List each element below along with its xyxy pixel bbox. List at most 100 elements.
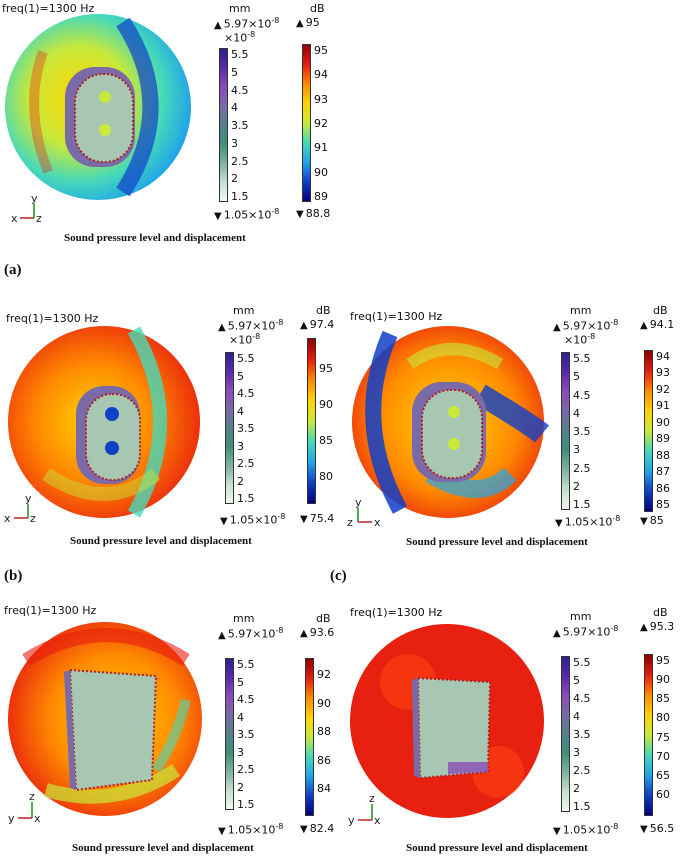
colorbar-tick-label: 2 [237, 474, 244, 488]
colorbar-tick-label: 4 [573, 710, 580, 723]
disp-max: ▲ 5.97×10-8 [553, 318, 619, 333]
colorbar-tick-label: 3 [231, 136, 238, 150]
disp-min: ▼ 1.05×10-8 [555, 514, 621, 529]
colorbar-tick-label: 2.5 [573, 764, 591, 777]
colorbar-tick-label: 5.5 [237, 352, 255, 365]
spl-unit: dB [316, 304, 331, 317]
colorbar-tick-label: 3 [237, 439, 244, 453]
colorbar-tick-label: 5 [231, 65, 238, 79]
colorbar-tick-label: 95 [319, 362, 333, 375]
colorbar-tick-label: 92 [314, 117, 328, 130]
caption: Sound pressure level and displacement [406, 842, 588, 854]
disp-unit: mm [233, 304, 255, 317]
spl-min: ▼ 82.4 [300, 822, 335, 835]
disp-min: ▼ 1.05×10-8 [214, 207, 280, 222]
colorbar-tick-label: 95 [656, 654, 670, 667]
colorbar-tick-label: 91 [656, 399, 670, 413]
disp-max: ▲ 5.97×10-8 [218, 318, 284, 333]
colorbar-tick-label: 3 [573, 443, 580, 457]
spl-min: ▼ 56.5 [640, 822, 675, 835]
colorbar-tick-label: 4 [237, 710, 244, 724]
spl-min: ▼ 85 [640, 514, 664, 527]
colorbar-tick-label: 91 [314, 141, 328, 155]
spl-max: ▲ 95.3 [640, 620, 675, 633]
freq-label: freq(1)=1300 Hz [350, 606, 443, 619]
axis-x: x [4, 512, 11, 525]
panel-label-c: (c) [330, 568, 347, 584]
colorbar-tick-label: 2 [573, 479, 580, 493]
disp-min: ▼ 1.05×10-8 [220, 512, 286, 527]
colorbar-tick-label: 4 [573, 406, 580, 420]
colorbar-tick-label: 4.5 [231, 83, 249, 97]
disk-plot-d [8, 622, 202, 816]
disp-exponent: ×10-8 [564, 332, 596, 347]
spl-colorbar [307, 338, 316, 504]
colorbar-tick-label: 94 [656, 350, 670, 363]
colorbar-tick-label: 4.5 [237, 693, 255, 706]
colorbar-tick-label: 3.5 [231, 119, 249, 132]
colorbar-tick-label: 2.5 [237, 457, 255, 470]
colorbar-tick-label: 2 [573, 782, 580, 795]
colorbar-tick-label: 4 [231, 101, 238, 115]
colorbar-tick-label: 90 [656, 415, 670, 429]
colorbar-tick-label: 5.5 [231, 48, 249, 61]
disp-min: ▼ 1.05×10-8 [218, 822, 284, 837]
axis-y: y [31, 192, 38, 205]
axis-triad-a: y x z [11, 192, 42, 225]
freq-label: freq(1)=1300 Hz [4, 604, 97, 617]
disp-max: ▲ 5.97×10-8 [218, 626, 284, 641]
colorbar-tick-label: 5.5 [237, 658, 255, 671]
colorbar-tick-label: 92 [317, 668, 331, 681]
caption: Sound pressure level and displacement [64, 232, 246, 244]
spl-min: ▼ 75.4 [300, 512, 335, 525]
axis-y: y [348, 814, 355, 827]
colorbar-tick-label: 85 [656, 498, 670, 511]
colorbar-tick-label: 1.5 [573, 800, 591, 813]
colorbar-tick-label: 86 [656, 481, 670, 495]
freq-label: freq(1)=1300 Hz [6, 312, 99, 325]
colorbar-tick-label: 87 [656, 465, 670, 479]
disk-plot-c [352, 326, 550, 518]
spl-unit: dB [310, 2, 325, 15]
axis-triad-d: z y x [8, 790, 41, 825]
disk-plot-b [8, 326, 200, 518]
axis-z: z [29, 790, 35, 803]
colorbar-tick-label: 93 [656, 366, 670, 380]
spl-unit: dB [316, 612, 331, 625]
colorbar-tick-label: 94 [314, 68, 328, 82]
spl-unit: dB [653, 606, 668, 619]
colorbar-tick-label: 2.5 [237, 763, 255, 776]
colorbar-tick-label: 3.5 [573, 425, 591, 438]
colorbar-tick-label: 5 [573, 674, 580, 687]
colorbar-tick-label: 88 [656, 448, 670, 462]
colorbar-tick-label: 85 [319, 434, 333, 447]
spl-max: ▲ 95 [296, 16, 320, 29]
axis-z: z [30, 512, 36, 525]
axis-x: x [374, 516, 381, 529]
colorbar-tick-label: 2 [237, 780, 244, 794]
colorbar-tick-label: 95 [314, 44, 328, 57]
colorbar-tick-label: 90 [317, 696, 331, 710]
spl-max: ▲ 93.6 [300, 626, 335, 639]
disp-colorbar [225, 352, 234, 504]
caption: Sound pressure level and displacement [406, 536, 588, 548]
colorbar-tick-label: 89 [656, 432, 670, 446]
spl-max: ▲ 97.4 [300, 318, 335, 331]
freq-label: freq(1)=1300 Hz [2, 2, 95, 15]
disp-max: ▲ 5.97×10-8 [214, 16, 280, 31]
axis-y: y [8, 812, 15, 825]
colorbar-tick-label: 2 [231, 172, 238, 186]
colorbar-tick-label: 88 [317, 725, 331, 738]
axis-triad-b: y x z [4, 492, 36, 525]
colorbar-tick-label: 2.5 [231, 154, 249, 168]
colorbar-tick-label: 86 [317, 753, 331, 767]
axis-triad-e: z y x [348, 792, 381, 827]
spl-colorbar [305, 658, 314, 816]
colorbar-tick-label: 60 [656, 788, 670, 801]
colorbar-tick-label: 80 [319, 470, 333, 483]
colorbar-tick-label: 1.5 [237, 798, 255, 811]
colorbar-tick-label: 90 [319, 398, 333, 411]
colorbar-tick-label: 89 [314, 190, 328, 203]
caption: Sound pressure level and displacement [72, 842, 254, 854]
axis-z: z [347, 516, 353, 529]
